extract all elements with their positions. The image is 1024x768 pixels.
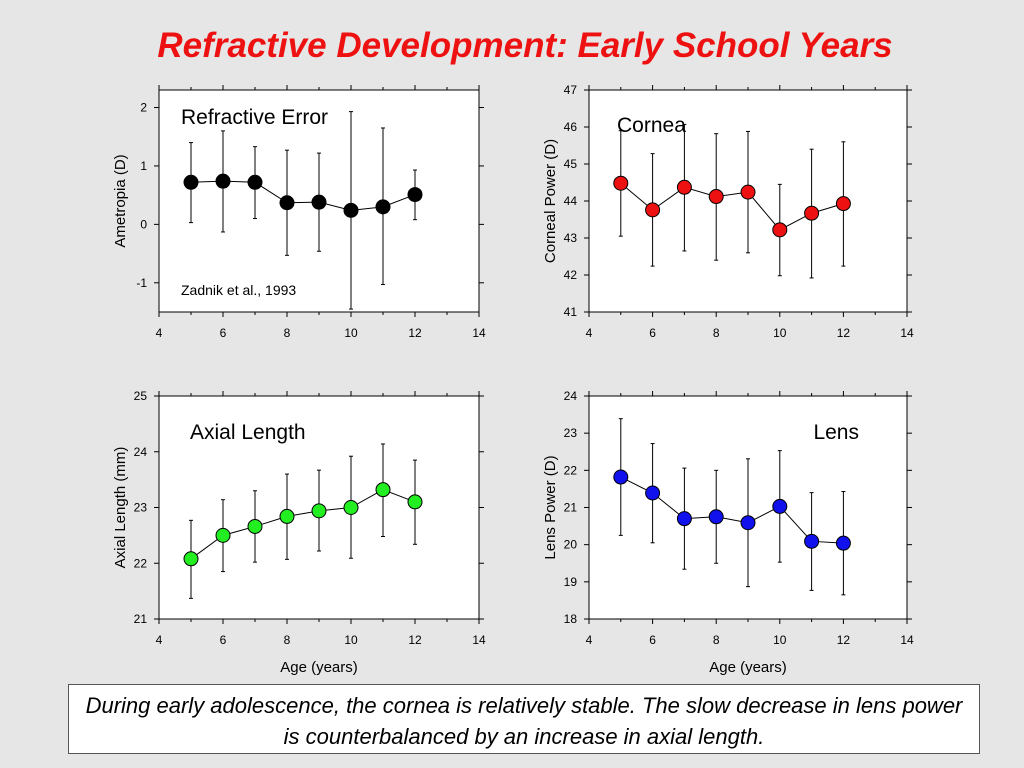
y-tick-label: 23 [564, 426, 578, 440]
y-tick-label: 21 [134, 612, 148, 626]
x-tick-label: 4 [156, 633, 163, 647]
y-tick-label: 41 [564, 305, 578, 319]
data-point [645, 202, 661, 218]
data-point [343, 500, 359, 515]
y-tick-label: 21 [564, 501, 578, 515]
data-point [279, 195, 295, 211]
x-tick-label: 12 [837, 326, 851, 340]
x-tick-label: 12 [837, 633, 851, 647]
y-tick-label: 1 [140, 159, 147, 173]
data-point [740, 184, 756, 200]
y-tick-label: 18 [564, 612, 578, 626]
y-tick-label: 42 [564, 268, 578, 282]
data-point [407, 187, 423, 203]
x-tick-label: 10 [344, 633, 358, 647]
data-point [708, 189, 724, 205]
data-point [772, 222, 788, 238]
data-point [835, 535, 851, 551]
data-point [613, 175, 629, 191]
y-tick-label: 19 [564, 575, 578, 589]
data-point [740, 515, 756, 531]
data-point [311, 503, 327, 519]
x-tick-label: 8 [284, 633, 291, 647]
x-tick-label: 12 [408, 633, 422, 647]
data-point [708, 509, 724, 525]
data-point [183, 174, 199, 190]
data-point [676, 179, 692, 195]
data-point [645, 485, 661, 501]
data-point [407, 494, 423, 510]
data-point [247, 174, 263, 190]
data-point [183, 551, 199, 567]
x-tick-label: 10 [773, 326, 787, 340]
x-tick-label: 6 [220, 633, 227, 647]
data-point [279, 508, 295, 524]
x-tick-label: 4 [586, 633, 593, 647]
data-point [311, 194, 327, 210]
x-axis-label: Age (years) [709, 659, 787, 676]
y-tick-label: -1 [136, 276, 147, 290]
x-tick-label: 6 [649, 633, 656, 647]
x-tick-label: 14 [472, 633, 486, 647]
y-tick-label: 0 [140, 217, 147, 231]
slide-title: Refractive Development: Early School Yea… [157, 26, 893, 65]
y-tick-label: 22 [134, 556, 148, 570]
chart-lens: 4 6 8 10 12 14 18 19 20 21 22 23 24 Lens Power (D) Age… [542, 389, 914, 676]
citation-annotation: Zadnik et al., 1993 [181, 282, 296, 298]
data-point [215, 527, 231, 543]
x-tick-label: 12 [408, 326, 422, 340]
x-tick-label: 4 [586, 326, 593, 340]
y-tick-label: 20 [564, 538, 578, 552]
y-tick-label: 47 [564, 83, 578, 97]
y-tick-label: 46 [564, 120, 578, 134]
y-axis-label: Lens Power (D) [542, 455, 559, 559]
x-tick-label: 8 [284, 326, 291, 340]
y-tick-label: 22 [564, 463, 578, 477]
data-point [772, 498, 788, 514]
y-tick-label: 24 [564, 389, 578, 403]
data-point [804, 205, 820, 221]
x-tick-label: 6 [649, 326, 656, 340]
data-point [375, 482, 391, 498]
x-tick-label: 8 [713, 633, 720, 647]
y-tick-label: 24 [134, 445, 148, 459]
x-axis-label: Age (years) [280, 659, 358, 676]
data-point [247, 518, 263, 534]
x-tick-label: 8 [713, 326, 720, 340]
chart-axial-length: 4 6 8 10 12 14 21 22 23 24 25 Axial Length (mm) Age … [112, 389, 486, 676]
chart-title: Axial Length [190, 421, 306, 444]
y-tick-label: 2 [140, 101, 147, 115]
y-tick-label: 43 [564, 231, 578, 245]
x-tick-label: 10 [773, 633, 787, 647]
x-tick-label: 10 [344, 326, 358, 340]
data-point [343, 202, 359, 218]
chart-title: Refractive Error [181, 106, 328, 129]
data-point [215, 173, 231, 189]
data-point [613, 469, 629, 485]
data-point [835, 196, 851, 212]
data-point [676, 511, 692, 527]
chart-title: Cornea [617, 114, 686, 137]
y-axis-label: Ametropia (D) [112, 154, 129, 247]
x-tick-label: 6 [220, 326, 227, 340]
chart-title: Lens [813, 421, 859, 444]
y-axis-label: Corneal Power (D) [542, 139, 559, 263]
x-tick-label: 14 [900, 326, 914, 340]
x-tick-label: 4 [156, 326, 163, 340]
data-point [804, 533, 820, 549]
y-tick-label: 23 [134, 501, 148, 515]
x-tick-label: 14 [472, 326, 486, 340]
x-tick-label: 14 [900, 633, 914, 647]
caption-box: During early adolescence, the cornea is … [68, 684, 980, 754]
y-axis-label: Axial Length (mm) [112, 447, 129, 569]
y-tick-label: 25 [134, 389, 148, 403]
y-tick-label: 44 [564, 194, 578, 208]
y-tick-label: 45 [564, 157, 578, 171]
data-point [375, 199, 391, 215]
